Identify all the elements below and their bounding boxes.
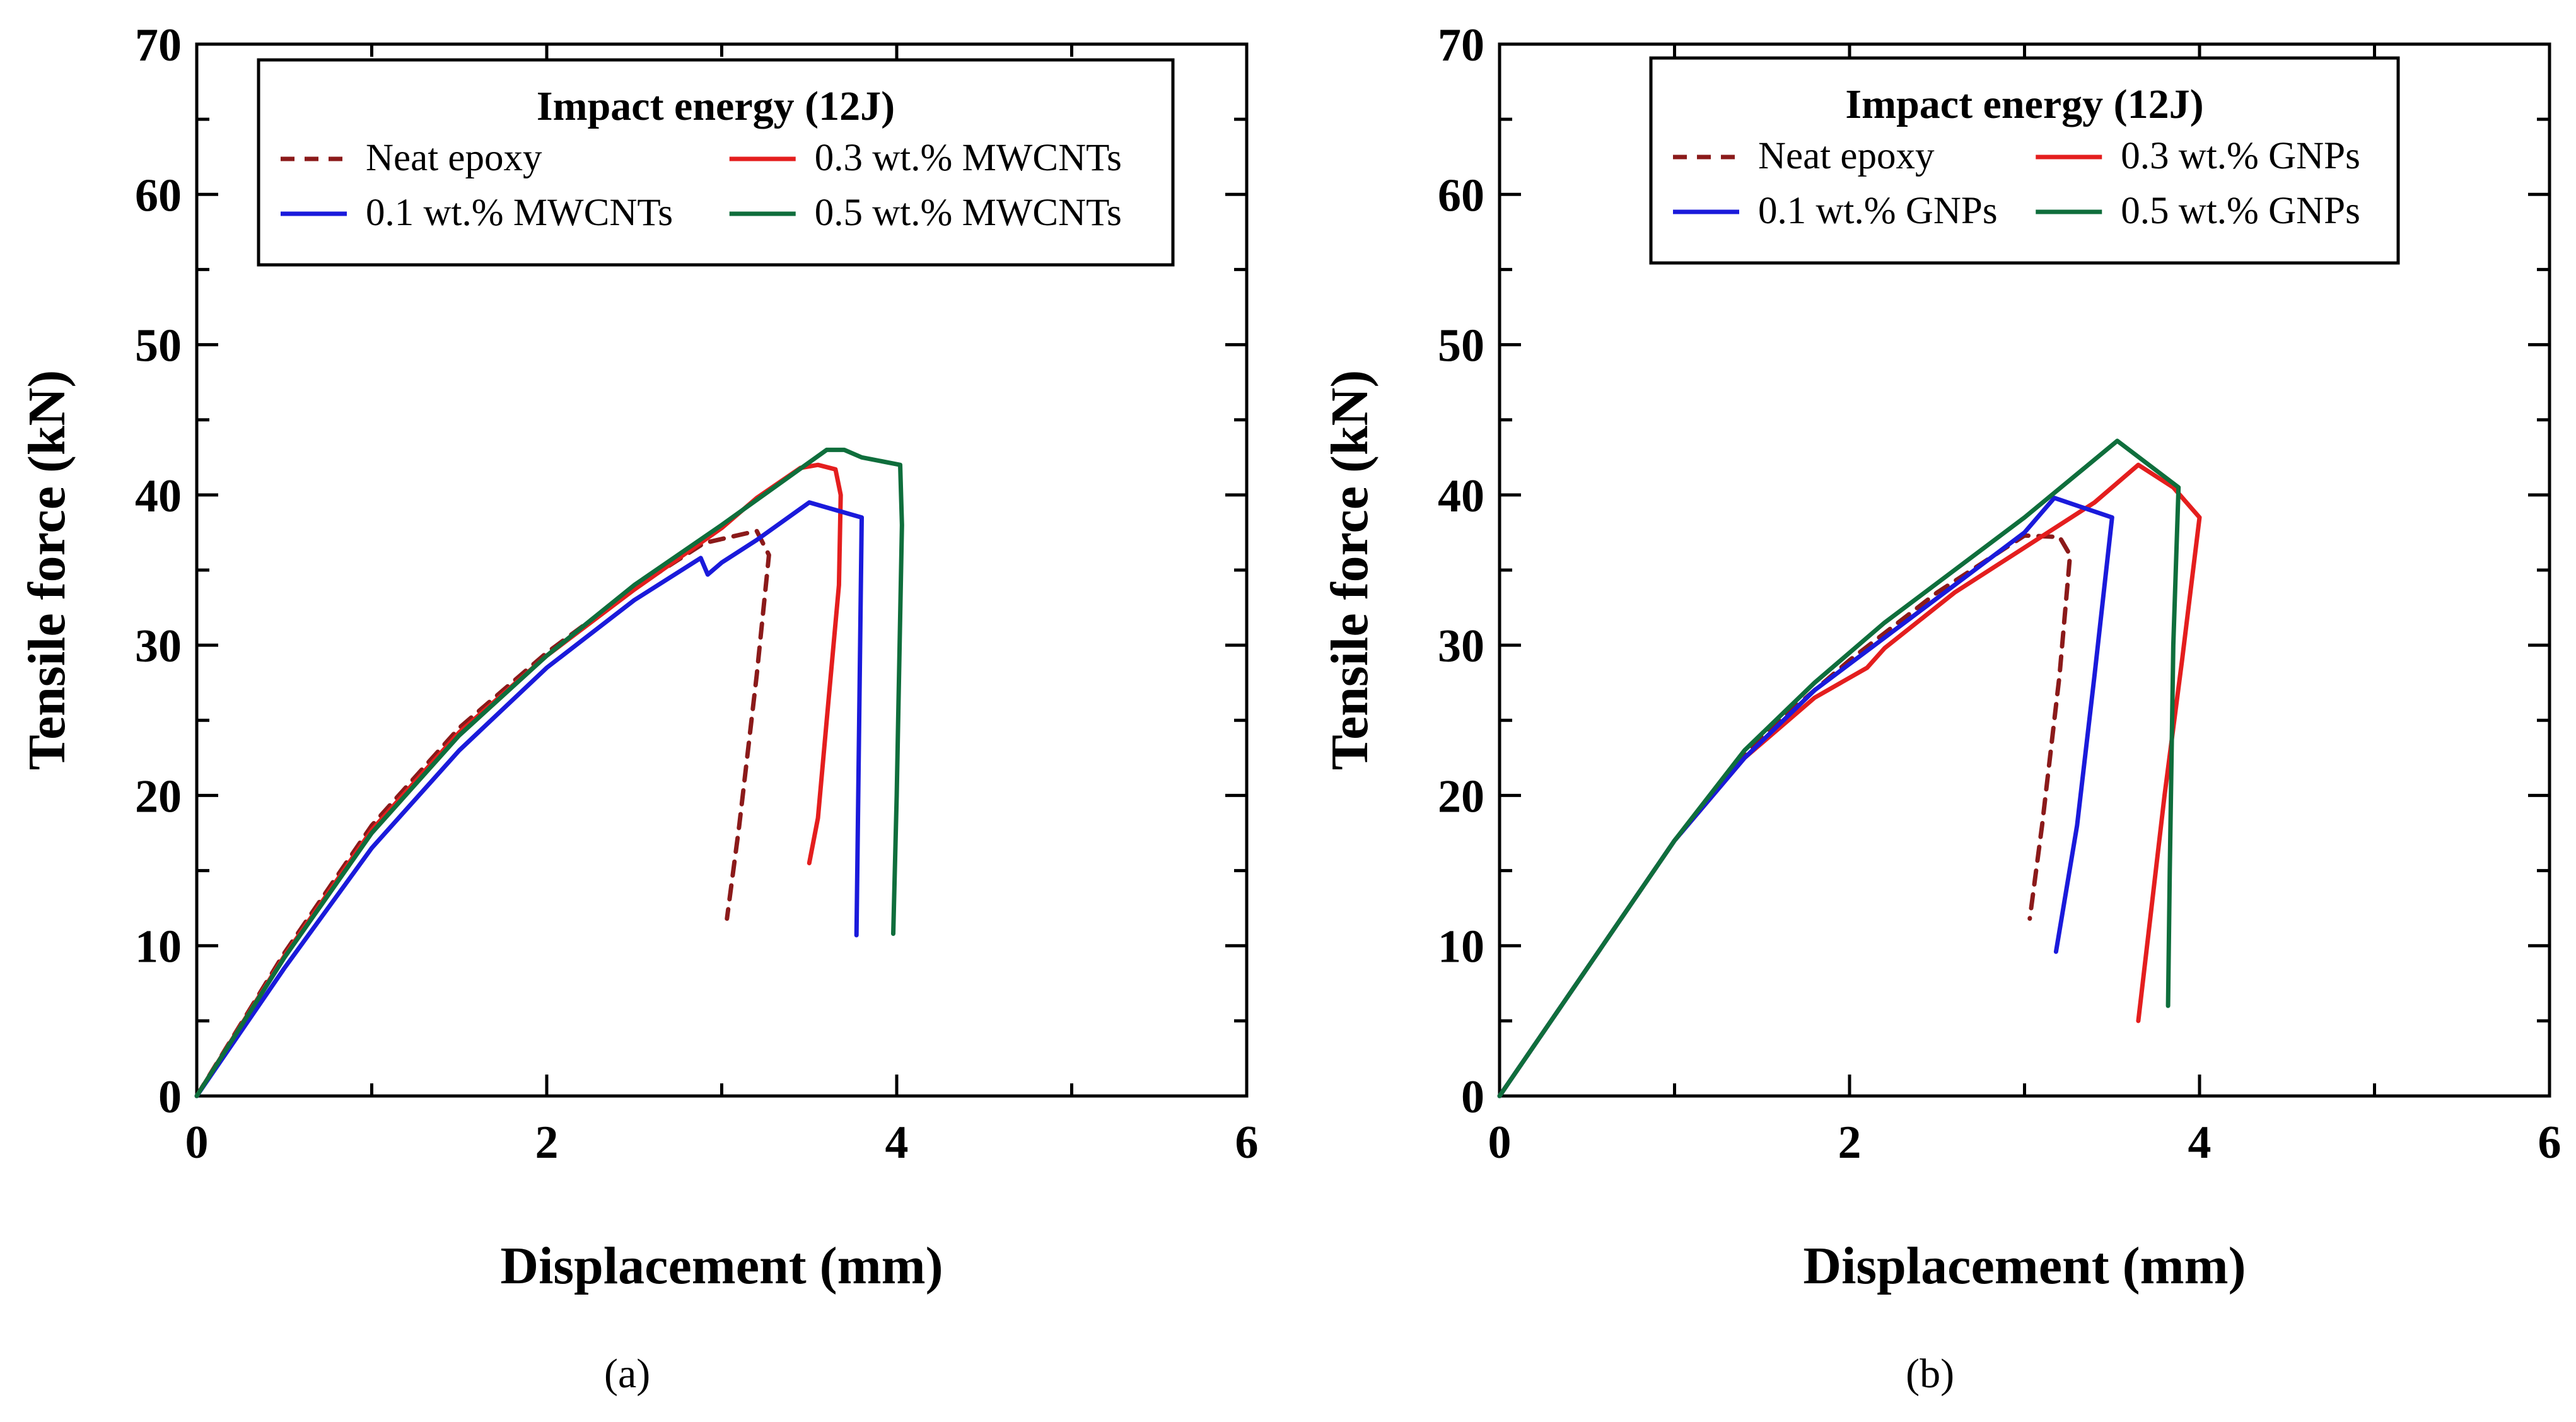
x-tick-label: 2	[535, 1117, 559, 1168]
x-tick-label: 0	[185, 1117, 209, 1168]
y-axis-title: Tensile force (kN)	[18, 370, 76, 771]
y-tick-label: 40	[1438, 470, 1484, 522]
y-tick-label: 30	[1438, 621, 1484, 672]
x-tick-label: 6	[2538, 1117, 2561, 1168]
panel-label: (a)	[604, 1351, 650, 1397]
y-tick-label: 40	[135, 470, 182, 522]
series-line-3	[1497, 438, 2181, 1099]
x-tick-label: 6	[1235, 1117, 1259, 1168]
legend-label-2: 0.1 wt.% GNPs	[1758, 190, 1998, 232]
legend: Impact energy (12J) Neat epoxy 0.3 wt.% GN…	[1649, 56, 2400, 265]
y-tick-label: 20	[135, 771, 182, 822]
legend-label-2: 0.1 wt.% MWCNTs	[366, 192, 673, 234]
legend: Impact energy (12J) Neat epoxy 0.3 wt.% MW…	[257, 58, 1175, 267]
legend-label-1: 0.3 wt.% GNPs	[2121, 135, 2360, 177]
legend-label-3: 0.5 wt.% GNPs	[2121, 190, 2360, 232]
x-tick-label: 0	[1488, 1117, 1512, 1168]
x-axis-title: Displacement (mm)	[1803, 1237, 2246, 1295]
y-tick-label: 60	[135, 170, 182, 221]
series-line-0	[194, 528, 771, 1099]
series-line-3	[194, 447, 904, 1099]
x-tick-label: 2	[1838, 1117, 1862, 1168]
legend-label-1: 0.3 wt.% MWCNTs	[815, 137, 1122, 179]
legend-label-3: 0.5 wt.% MWCNTs	[815, 192, 1122, 234]
y-tick-label: 50	[135, 320, 182, 372]
y-tick-label: 70	[135, 20, 182, 71]
legend-title: Impact energy (12J)	[1845, 81, 2203, 127]
x-tick-label: 4	[2188, 1117, 2212, 1168]
legend-title: Impact energy (12J)	[537, 83, 895, 129]
legend-box	[1649, 56, 2400, 265]
series-line-2	[194, 500, 864, 1099]
y-tick-label: 70	[1438, 20, 1484, 71]
series-line-1	[1497, 462, 2202, 1099]
legend-label-0: Neat epoxy	[1758, 135, 1935, 177]
series-line-0	[1497, 533, 2073, 1099]
panel-label: (b)	[1906, 1351, 1954, 1397]
y-tick-label: 30	[135, 621, 182, 672]
y-tick-label: 10	[135, 921, 182, 973]
y-tick-label: 20	[1438, 771, 1484, 822]
y-tick-label: 60	[1438, 170, 1484, 221]
y-tick-label: 10	[1438, 921, 1484, 973]
y-tick-label: 50	[1438, 320, 1484, 372]
y-tick-label: 0	[1461, 1071, 1484, 1123]
x-tick-label: 4	[885, 1117, 909, 1168]
series-line-2	[1497, 496, 2114, 1099]
y-axis-title: Tensile force (kN)	[1320, 370, 1379, 771]
legend-box	[257, 58, 1175, 267]
x-axis-title: Displacement (mm)	[500, 1237, 943, 1295]
legend-label-0: Neat epoxy	[366, 137, 542, 179]
y-tick-label: 0	[158, 1071, 182, 1123]
